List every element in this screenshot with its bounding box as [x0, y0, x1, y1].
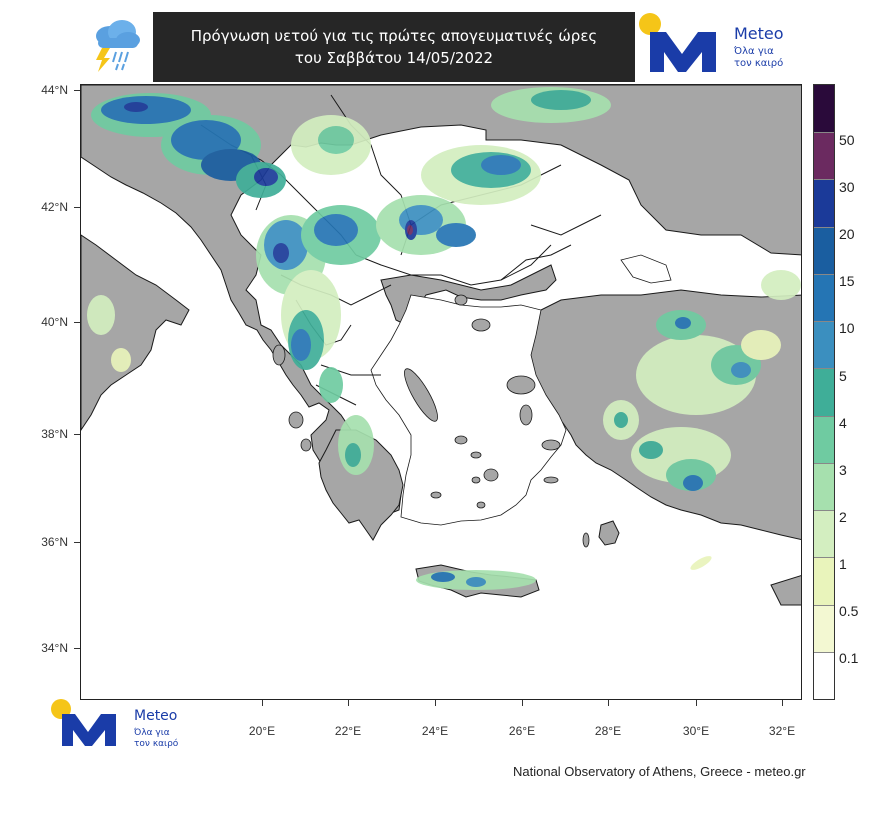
legend-color-cell: [814, 557, 834, 606]
brand-tagline-2-bottom: τον καιρό: [134, 739, 179, 749]
lat-label-40: 40°N: [41, 315, 68, 329]
legend-color-cell: [814, 415, 834, 464]
island-samos: [541, 439, 561, 451]
island-chios: [519, 404, 533, 426]
legend-label-50: 50: [839, 132, 855, 148]
island-andros: [454, 435, 468, 445]
legend-label-15: 15: [839, 273, 855, 289]
legend-color-cell: [814, 321, 834, 370]
legend-color-cell: [814, 179, 834, 228]
legend-label-4: 4: [839, 415, 847, 431]
island-lemnos: [471, 318, 491, 332]
islands-layer: [272, 294, 590, 548]
island-zakynthos: [300, 438, 312, 452]
legend-label-20: 20: [839, 226, 855, 242]
sea-marmara: [620, 254, 672, 284]
precipitation-legend: [813, 84, 835, 700]
island-kefalonia: [288, 411, 304, 429]
brand-tagline-1-bottom: Όλα για: [134, 728, 170, 738]
land-italy: [81, 234, 190, 431]
island-tinos: [470, 451, 482, 459]
lon-label-22: 22°E: [334, 724, 362, 738]
legend-color-cell: [814, 132, 834, 181]
legend-color-cell: [814, 273, 834, 323]
legend-color-cell: [814, 462, 834, 512]
island-santorini: [476, 501, 486, 509]
lon-label-32: 32°E: [768, 724, 796, 738]
footer-credit: National Observatory of Athens, Greece -…: [513, 764, 806, 779]
sea-layer: [370, 254, 672, 526]
lat-label-34: 34°N: [41, 641, 68, 655]
island-naxos: [483, 468, 499, 482]
lon-label-28: 28°E: [594, 724, 622, 738]
sea-aegean: [370, 294, 567, 526]
island-milos: [430, 491, 442, 499]
island-karpathos: [582, 532, 590, 548]
legend-label-0.1: 0.1: [839, 650, 859, 666]
lat-label-44: 44°N: [41, 83, 68, 97]
legend-label-30: 30: [839, 179, 855, 195]
brand-logo-bottom: Meteo Όλα για τον καιρό: [50, 698, 210, 758]
border-3: [355, 244, 552, 286]
title-line-1: Πρόγνωση υετού για τις πρώτες απογευματι…: [190, 27, 598, 45]
lon-label-26: 26°E: [508, 724, 536, 738]
border-6: [500, 244, 572, 281]
title-line-2: του Σαββάτου 14/05/2022: [294, 49, 494, 67]
legend-label-5: 5: [839, 368, 847, 384]
legend-label-3: 3: [839, 462, 847, 478]
brand-tagline-1: Όλα για: [734, 46, 774, 57]
island-kos: [543, 476, 559, 484]
precipitation-layer: [87, 87, 801, 590]
legend-color-cell: [814, 226, 834, 275]
legend-label-2: 2: [839, 509, 847, 525]
brand-tagline-2: τον καιρό: [734, 58, 784, 69]
lon-label-20: 20°E: [248, 724, 276, 738]
map-title: Πρόγνωση υετού για τις πρώτες απογευματι…: [153, 12, 635, 82]
sun-icon: [639, 13, 661, 35]
brand-logo-top: Meteo Όλα για τον καιρό: [636, 10, 796, 84]
legend-color-cell: [814, 510, 834, 559]
rain-cloud-lightning-icon: [80, 12, 152, 82]
legend-color-cell: [814, 368, 834, 417]
meteo-m-logo-icon: [639, 13, 716, 72]
legend-label-1: 1: [839, 556, 847, 572]
island-lesvos: [506, 375, 536, 395]
map-canvas: [81, 85, 801, 606]
island-paros: [471, 476, 481, 484]
legend-label-10: 10: [839, 320, 855, 336]
legend-color-cell: [814, 85, 834, 134]
lon-label-24: 24°E: [421, 724, 449, 738]
brand-name-bottom: Meteo: [134, 708, 178, 724]
land-cyprus: [770, 575, 801, 606]
island-evia: [404, 368, 438, 422]
land-rhodes: [598, 520, 620, 546]
lon-label-30: 30°E: [682, 724, 710, 738]
lat-label-38: 38°N: [41, 427, 68, 441]
legend-label-0.5: 0.5: [839, 603, 859, 619]
lat-label-36: 36°N: [41, 535, 68, 549]
precipitation-map: [80, 84, 802, 700]
border-12: [530, 214, 602, 236]
island-corfu: [272, 344, 286, 366]
meteo-m-logo-icon: [51, 699, 116, 746]
legend-color-cell: [814, 604, 834, 653]
island-thasos: [454, 294, 468, 306]
lat-label-42: 42°N: [41, 200, 68, 214]
brand-name: Meteo: [734, 24, 784, 43]
legend-color-cell: [814, 651, 834, 699]
